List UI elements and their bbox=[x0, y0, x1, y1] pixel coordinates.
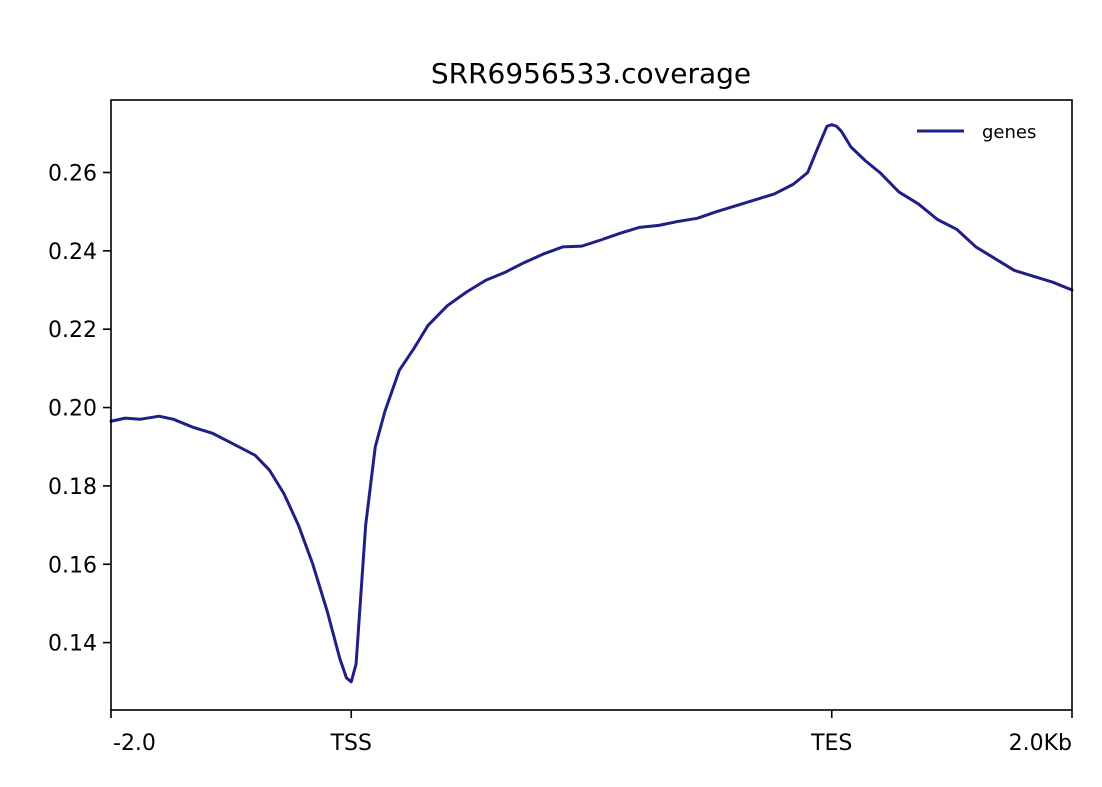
axis-ticks: -2.0 TSS TES 2.0Kb 0.14 0.16 0.18 0.20 0.22 0.24 0… bbox=[48, 161, 1073, 756]
y-tick-label-4: 0.22 bbox=[48, 318, 97, 343]
y-tick-label-3: 0.20 bbox=[48, 397, 97, 422]
y-tick-label-0: 0.14 bbox=[48, 632, 97, 657]
legend: genes bbox=[917, 122, 1036, 143]
chart-title: SRR6956533.coverage bbox=[431, 57, 751, 90]
x-tick-label-2: TES bbox=[810, 731, 852, 756]
plot-frame bbox=[110, 99, 1073, 711]
x-tick-label-1: TSS bbox=[330, 731, 372, 756]
legend-label-genes: genes bbox=[982, 122, 1036, 143]
y-tick-label-6: 0.26 bbox=[48, 161, 97, 186]
y-tick-label-5: 0.24 bbox=[48, 240, 97, 265]
x-tick-label-3: 2.0Kb bbox=[1009, 731, 1072, 756]
y-tick-label-1: 0.16 bbox=[48, 553, 97, 578]
y-tick-label-2: 0.18 bbox=[48, 475, 97, 500]
x-tick-label-0: -2.0 bbox=[113, 731, 156, 756]
plot-area bbox=[109, 123, 1074, 684]
series-line-genes bbox=[109, 123, 1074, 684]
